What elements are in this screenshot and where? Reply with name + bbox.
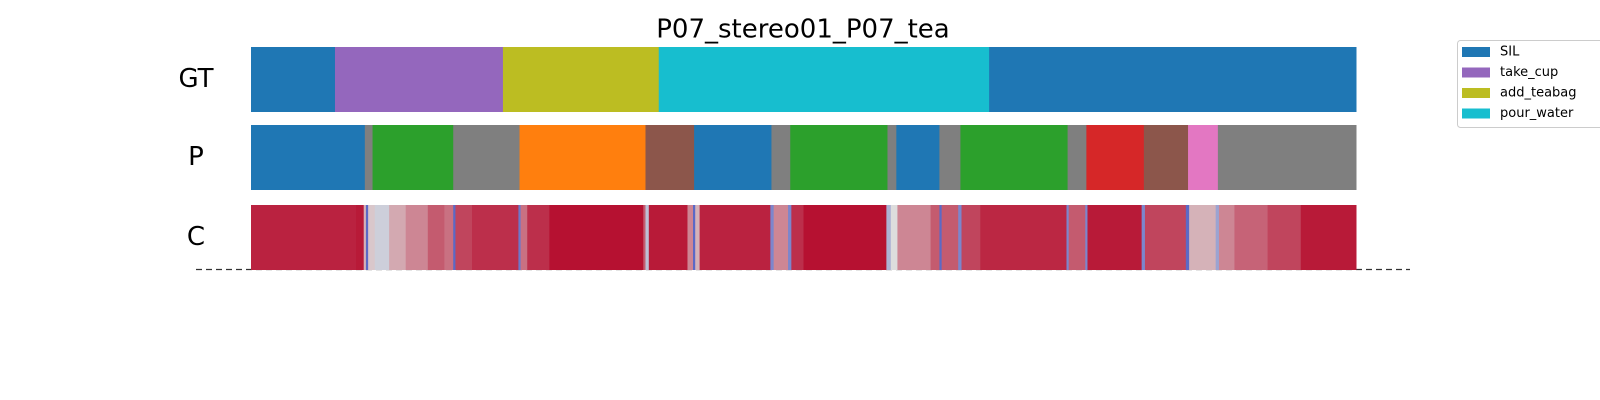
confidence-cell bbox=[1068, 205, 1086, 270]
legend-label: take_cup bbox=[1500, 65, 1558, 80]
confidence-cell bbox=[251, 205, 357, 270]
legend-label: add_teabag bbox=[1500, 86, 1577, 101]
segment bbox=[372, 125, 454, 190]
segment bbox=[1067, 125, 1087, 190]
confidence-cell bbox=[444, 205, 454, 270]
confidence-cell bbox=[897, 205, 932, 270]
confidence-cell bbox=[687, 205, 694, 270]
segment bbox=[453, 125, 521, 190]
confidence-cell bbox=[693, 205, 696, 270]
confidence-cell bbox=[518, 205, 522, 270]
segment bbox=[989, 47, 1357, 112]
confidence-cell bbox=[770, 205, 775, 270]
segment bbox=[771, 125, 791, 190]
legend-label: pour_water bbox=[1500, 106, 1574, 121]
segment bbox=[939, 125, 961, 190]
confidence-cell bbox=[803, 205, 887, 270]
segment bbox=[502, 47, 660, 112]
confidence-cell bbox=[930, 205, 940, 270]
confidence-cell bbox=[549, 205, 644, 270]
segment bbox=[1086, 125, 1145, 190]
confidence-cell bbox=[961, 205, 981, 270]
legend-label: SIL bbox=[1500, 45, 1520, 60]
confidence-cell bbox=[520, 205, 528, 270]
confidence-cell bbox=[791, 205, 804, 270]
confidence-cell bbox=[958, 205, 963, 270]
segment bbox=[887, 125, 897, 190]
confidence-cell bbox=[1085, 205, 1088, 270]
segment bbox=[645, 125, 695, 190]
segment bbox=[251, 125, 366, 190]
segment bbox=[790, 125, 888, 190]
segment bbox=[1217, 125, 1357, 190]
confidence-cell bbox=[773, 205, 789, 270]
confidence-cell bbox=[1144, 205, 1187, 270]
confidence-cell bbox=[1087, 205, 1143, 270]
segment bbox=[334, 47, 504, 112]
confidence-cell bbox=[648, 205, 688, 270]
confidence-cell bbox=[389, 205, 407, 270]
legend-swatch bbox=[1462, 88, 1490, 98]
confidence-cell bbox=[788, 205, 792, 270]
confidence-cell bbox=[405, 205, 429, 270]
confidence-cell bbox=[695, 205, 701, 270]
confidence-cell bbox=[645, 205, 650, 270]
chart-title: P07_stereo01_P07_tea bbox=[656, 15, 950, 45]
confidence-cell bbox=[886, 205, 892, 270]
confidence-cell bbox=[1141, 205, 1146, 270]
confidence-cell bbox=[472, 205, 519, 270]
segment bbox=[1143, 125, 1189, 190]
confidence-cell bbox=[1066, 205, 1070, 270]
confidence-cell bbox=[355, 205, 365, 270]
confidence-cell bbox=[1267, 205, 1302, 270]
legend-swatch bbox=[1462, 108, 1490, 119]
confidence-cell bbox=[427, 205, 445, 270]
legend-box bbox=[1457, 40, 1600, 128]
confidence-cell bbox=[890, 205, 898, 270]
confidence-cell bbox=[1300, 205, 1357, 270]
confidence-cell bbox=[1218, 205, 1235, 270]
confidence-cell bbox=[1234, 205, 1269, 270]
legend-swatch bbox=[1462, 47, 1490, 57]
confidence-cell bbox=[455, 205, 473, 270]
confidence-cell bbox=[643, 205, 646, 270]
segment bbox=[694, 125, 772, 190]
segment bbox=[251, 47, 336, 112]
confidence-cell bbox=[980, 205, 1067, 270]
confidence-cell bbox=[453, 205, 456, 270]
segment bbox=[658, 47, 990, 112]
row-label: GT bbox=[178, 64, 213, 94]
confidence-cell bbox=[374, 205, 390, 270]
confidence-cell bbox=[1189, 205, 1217, 270]
segment bbox=[1188, 125, 1219, 190]
confidence-cell bbox=[941, 205, 959, 270]
legend-swatch bbox=[1462, 67, 1490, 78]
segment bbox=[896, 125, 940, 190]
confidence-cell bbox=[527, 205, 550, 270]
confidence-cell bbox=[699, 205, 771, 270]
row-label: P bbox=[188, 142, 204, 172]
confidence-cell bbox=[363, 205, 367, 270]
confidence-cell bbox=[368, 205, 376, 270]
row-label: C bbox=[187, 222, 205, 252]
confidence-cell bbox=[939, 205, 943, 270]
confidence-cell bbox=[1215, 205, 1220, 270]
confidence-cell bbox=[1185, 205, 1190, 270]
confidence-cell bbox=[365, 205, 369, 270]
segment bbox=[364, 125, 374, 190]
segment bbox=[519, 125, 646, 190]
segment bbox=[960, 125, 1069, 190]
